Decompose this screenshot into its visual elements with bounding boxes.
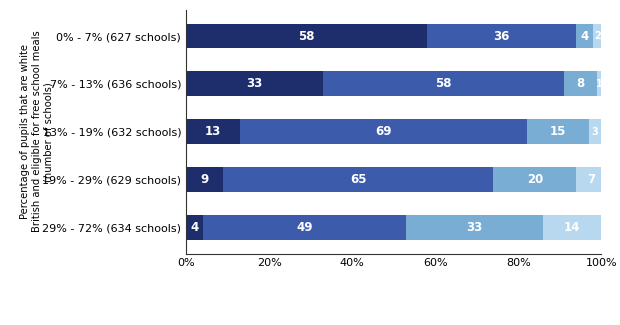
Bar xyxy=(526,119,589,144)
Bar xyxy=(186,167,223,192)
Text: 4: 4 xyxy=(190,221,198,234)
Text: 13: 13 xyxy=(205,125,221,138)
Y-axis label: Percentage of pupils that are white
British and eligible for free school meals
(: Percentage of pupils that are white Brit… xyxy=(20,31,53,232)
Bar xyxy=(186,72,323,96)
Bar xyxy=(406,215,543,240)
Bar xyxy=(597,72,601,96)
Text: 4: 4 xyxy=(581,30,589,43)
Text: 1: 1 xyxy=(596,79,603,89)
Bar xyxy=(323,72,564,96)
Text: 14: 14 xyxy=(564,221,580,234)
Text: 33: 33 xyxy=(246,77,263,90)
Bar xyxy=(577,24,593,48)
Text: 8: 8 xyxy=(577,77,585,90)
Text: 33: 33 xyxy=(467,221,483,234)
Bar xyxy=(543,215,601,240)
Bar xyxy=(577,167,606,192)
Bar xyxy=(589,119,601,144)
Text: 2: 2 xyxy=(594,31,601,41)
Bar xyxy=(203,215,406,240)
Text: 69: 69 xyxy=(375,125,392,138)
Text: 15: 15 xyxy=(549,125,566,138)
Text: 65: 65 xyxy=(350,173,366,186)
Bar xyxy=(427,24,577,48)
Bar xyxy=(593,24,601,48)
Text: 3: 3 xyxy=(592,127,598,136)
Bar xyxy=(223,167,494,192)
Bar xyxy=(564,72,597,96)
Text: 58: 58 xyxy=(435,77,452,90)
Text: 58: 58 xyxy=(298,30,315,43)
Bar xyxy=(186,119,240,144)
Bar xyxy=(494,167,577,192)
Bar xyxy=(186,215,203,240)
Bar xyxy=(240,119,526,144)
Text: 49: 49 xyxy=(296,221,312,234)
Bar xyxy=(186,24,427,48)
Text: 36: 36 xyxy=(494,30,510,43)
Text: 20: 20 xyxy=(527,173,543,186)
Text: 7: 7 xyxy=(587,173,595,186)
Text: 9: 9 xyxy=(200,173,209,186)
